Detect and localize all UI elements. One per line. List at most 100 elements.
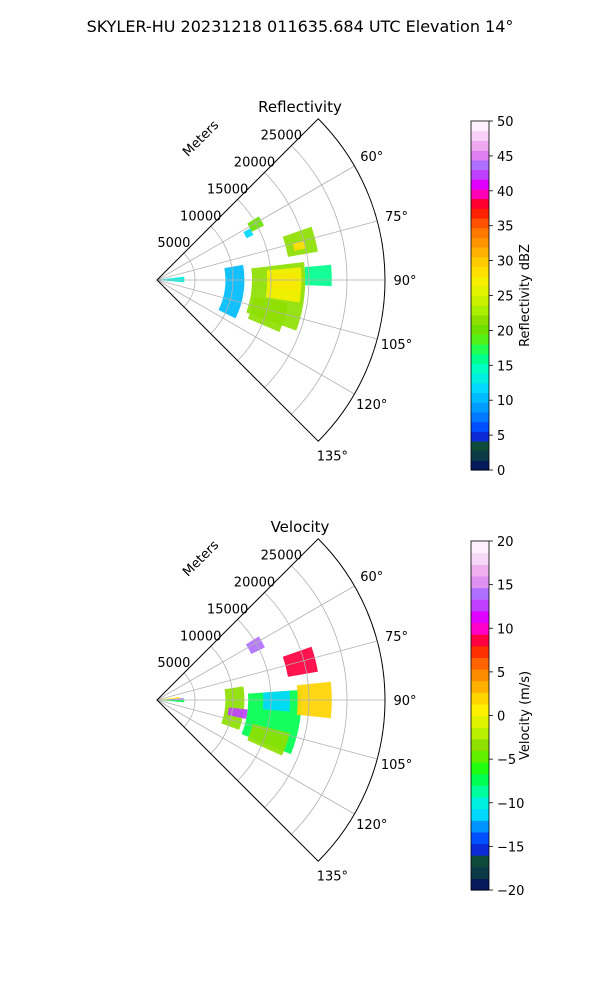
colorbar-segment [471, 878, 489, 891]
colorbar-segment [471, 738, 489, 751]
range-tick-label: 20000 [234, 576, 275, 591]
colorbar-segment [471, 564, 489, 577]
sector-frame [156, 118, 386, 442]
azimuth-spoke [156, 220, 378, 281]
colorbar-tick-label: 5 [497, 666, 505, 681]
azimuth-spoke [156, 699, 355, 815]
colorbar-segment [471, 256, 489, 268]
colorbar-segment [471, 680, 489, 693]
radar-echo-cell: 22 [247, 297, 288, 332]
colorbar-tick-label: 20 [497, 324, 514, 339]
range-tick-label: 10000 [180, 629, 221, 644]
colorbar-segment [471, 599, 489, 612]
azimuth-tick-label: 135° [317, 869, 348, 884]
colorbar-segment [471, 324, 489, 335]
azimuth-tick-label: 105° [381, 758, 412, 773]
radar-echo-cell: 14 [160, 698, 184, 700]
range-tick-label: 15000 [207, 602, 248, 617]
polar-grid [156, 565, 385, 835]
azimuth-tick-label: 120° [356, 398, 387, 413]
colorbar-segment [471, 727, 489, 740]
range-tick-label: 10000 [180, 209, 221, 224]
colorbar-segment [471, 668, 489, 682]
colorbar-segment [471, 247, 489, 258]
azimuth-tick-label: 90° [393, 274, 416, 289]
colorbar-segment [471, 159, 489, 171]
colorbar-label: Velocity (m/s) [518, 671, 533, 760]
radar-echo-cell: 13 [160, 276, 185, 283]
azimuth-spoke [156, 699, 378, 760]
colorbar-segment [471, 541, 489, 554]
range-tick-label: 20000 [234, 156, 275, 171]
polar-grid [156, 145, 385, 415]
colorbar-segment [471, 831, 489, 845]
range-tick-label: 25000 [261, 129, 302, 144]
colorbar-segment [471, 703, 489, 717]
colorbar-segment [471, 140, 489, 151]
colorbar-tick-label: 0 [497, 464, 505, 479]
colorbar-tick-label: 15 [497, 579, 514, 594]
azimuth-tick-label: 105° [381, 338, 412, 353]
colorbar-tick-label: 45 [497, 150, 514, 165]
colorbar-segment [471, 237, 489, 248]
colorbar-segment [471, 421, 489, 432]
colorbar-segment [471, 460, 489, 471]
colorbar-segment [471, 645, 489, 658]
colorbar-tick-label: 50 [497, 115, 514, 130]
colorbar-segment [471, 382, 489, 394]
azimuth-spoke [156, 279, 378, 340]
colorbar-segment [471, 363, 489, 374]
colorbar-segment [471, 121, 489, 132]
colorbar-segment [471, 820, 489, 833]
radar-echo-cell: 12 [243, 228, 254, 239]
azimuth-tick-label: 120° [356, 818, 387, 833]
azimuth-tick-label: 135° [317, 449, 348, 464]
colorbar-tick-label: 40 [497, 185, 514, 200]
colorbar-tick-label: 10 [497, 622, 514, 637]
colorbar-segment [471, 198, 489, 209]
radar-echo-cell: 16 [304, 264, 332, 287]
radar-echo-cell: 27 [265, 267, 302, 303]
colorbar-tick-label: −5 [497, 753, 516, 768]
colorbar-tick-label: −20 [497, 884, 524, 899]
colorbar: 0 5 10 15 20 25 30 35 40 45 50 Reflectivity dBZ [470, 115, 533, 479]
colorbar-tick-label: 25 [497, 290, 514, 305]
colorbar-segment [471, 402, 489, 413]
azimuth-spoke [156, 640, 378, 701]
range-tick-label: 15000 [207, 182, 248, 197]
colorbar-segment [471, 305, 489, 316]
colorbar-tick-label: 5 [497, 429, 505, 444]
colorbar-tick-label: 20 [497, 535, 514, 550]
colorbar-segment [471, 179, 489, 190]
azimuth-spoke [156, 279, 355, 395]
range-tick-label: 5000 [157, 656, 190, 671]
colorbar: −20 −15 −10 −5 0 5 10 15 20 Velocity (m/s) [470, 535, 533, 899]
colorbar-segment [471, 750, 489, 763]
colorbar-segment [471, 373, 489, 384]
azimuth-tick-label: 60° [360, 150, 383, 165]
colorbar-segment [471, 169, 489, 180]
colorbar-segment [471, 392, 489, 403]
colorbar-segment [471, 785, 489, 798]
colorbar-tick-label: 10 [497, 394, 514, 409]
colorbar-segment [471, 276, 489, 287]
colorbar-segment [471, 266, 489, 277]
colorbar-segment [471, 843, 489, 856]
panel-title: Velocity [271, 518, 330, 536]
radar-echo-cell: -11 [262, 690, 291, 712]
colorbar-segment [471, 634, 489, 647]
colorbar-tick-label: −15 [497, 840, 524, 855]
panel-title: Reflectivity [258, 98, 342, 116]
radar-echoes: 1320122228102122332716 [160, 216, 332, 332]
colorbar-segment [471, 295, 489, 306]
colorbar-segment [471, 552, 489, 565]
range-axis-label: Meters [180, 538, 222, 580]
colorbar-tick-label: −10 [497, 797, 524, 812]
colorbar-segment [471, 208, 489, 219]
radar-echo-cell: 10 [218, 264, 245, 319]
colorbar-segment [471, 796, 489, 810]
colorbar-segment [471, 692, 489, 705]
colorbar-segment [471, 314, 489, 326]
colorbar-segment [471, 150, 489, 161]
azimuth-tick-label: 90° [393, 694, 416, 709]
